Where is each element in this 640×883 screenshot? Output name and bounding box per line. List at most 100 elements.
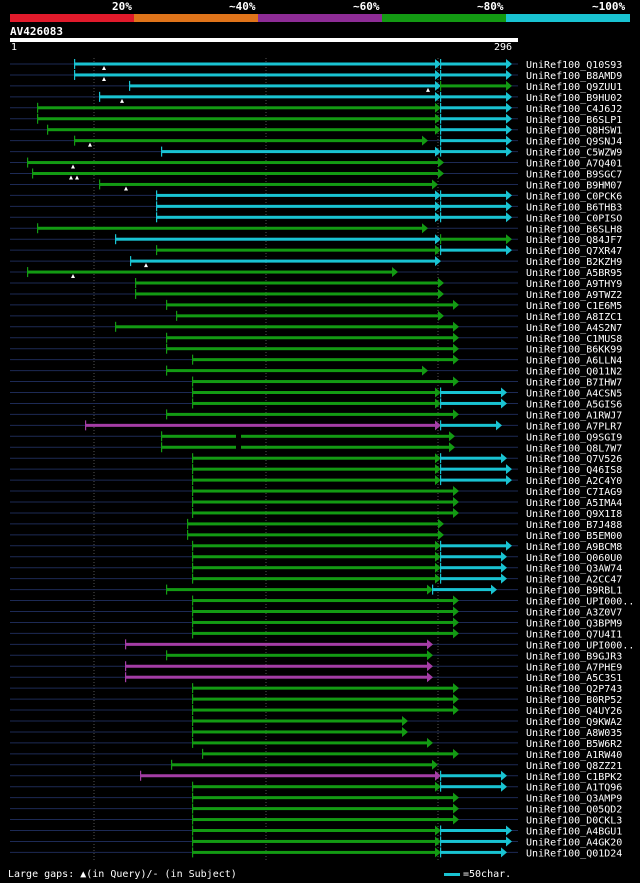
hit-label[interactable]: UniRef100_Q05QD2 [526,805,622,816]
hit-label[interactable]: UniRef100_C1BPK2 [526,772,622,783]
hit-row[interactable]: UniRef100_B9SGC7 [10,168,622,181]
hit-label[interactable]: UniRef100_Q46IS8 [526,465,622,476]
hit-row[interactable]: UniRef100_C0PCK6 [10,190,622,202]
hit-label[interactable]: UniRef100_Q3AMP9 [526,794,622,805]
hit-label[interactable]: UniRef100_B9GJR3 [526,651,622,662]
hit-row[interactable]: UniRef100_B7J488 [10,518,622,531]
hit-row[interactable]: UniRef100_C5WZW9 [10,146,622,159]
hit-row[interactable]: UniRef100_Q84JF7 [10,234,622,246]
hit-label[interactable]: UniRef100_Q9ZUU1 [526,82,622,93]
hit-row[interactable]: UniRef100_A8W035 [10,726,622,739]
hit-label[interactable]: UniRef100_Q7U4I1 [526,629,622,640]
hit-label[interactable]: UniRef100_C5WZW9 [526,148,622,159]
hit-row[interactable]: UniRef100_A1RW40 [10,748,622,761]
hit-row[interactable]: UniRef100_B6KK99 [10,343,622,356]
hit-row[interactable]: UniRef100_A9TWZ2 [10,288,622,301]
hit-label[interactable]: UniRef100_Q01D24 [526,848,622,859]
hit-label[interactable]: UniRef100_B0RP52 [526,695,622,706]
hit-row[interactable]: UniRef100_Q9SGI9 [10,431,622,443]
hit-label[interactable]: UniRef100_Q9KWA2 [526,717,622,728]
hit-label[interactable]: UniRef100_Q9SGI9 [526,432,622,443]
hit-label[interactable]: UniRef100_B5EM00 [526,531,622,542]
hit-label[interactable]: UniRef100_Q3AW74 [526,564,622,575]
hit-label[interactable]: UniRef100_B9RBL1 [526,586,622,597]
hit-label[interactable]: UniRef100_B9HU02 [526,93,622,104]
hit-row[interactable]: UniRef100_A5BR95 [10,267,622,279]
hit-row[interactable]: UniRef100_UPI000.. [10,639,634,651]
hit-row[interactable]: UniRef100_A5GIS6 [10,398,622,410]
hit-row[interactable]: UniRef100_B8AMD9 [10,69,622,82]
hit-row[interactable]: UniRef100_Q3AW74 [10,562,622,575]
hit-label[interactable]: UniRef100_A8IZC1 [526,312,622,323]
hit-row[interactable]: UniRef100_B6SLH8 [10,223,622,235]
hit-label[interactable]: UniRef100_A4CSN5 [526,389,622,400]
hit-label[interactable]: UniRef100_B8AMD9 [526,71,622,82]
hit-row[interactable]: UniRef100_UPI000.. [10,595,634,608]
hit-row[interactable]: UniRef100_Q7V526 [10,453,622,465]
hit-label[interactable]: UniRef100_Q4UY26 [526,706,622,717]
hit-row[interactable]: UniRef100_C1BPK2 [10,770,622,783]
hit-label[interactable]: UniRef100_C1E6M5 [526,301,622,312]
hit-label[interactable]: UniRef100_Q8ZZ21 [526,761,622,772]
hit-label[interactable]: UniRef100_Q7V526 [526,454,622,465]
hit-row[interactable]: UniRef100_A1TQ96 [10,781,622,794]
hit-label[interactable]: UniRef100_UPI000.. [526,597,634,608]
hit-label[interactable]: UniRef100_A4BGU1 [526,827,622,838]
hit-row[interactable]: UniRef100_B9RBL1 [10,584,622,597]
hit-label[interactable]: UniRef100_Q10S93 [526,60,622,71]
hit-row[interactable]: UniRef100_B6THB3 [10,201,622,213]
hit-label[interactable]: UniRef100_B6KK99 [526,345,622,356]
hit-row[interactable]: UniRef100_A4S2N7 [10,321,622,334]
hit-label[interactable]: UniRef100_A3Z0V7 [526,608,622,619]
hit-label[interactable]: UniRef100_A5IMA4 [526,498,622,509]
hit-label[interactable]: UniRef100_A9BCM8 [526,542,622,553]
hit-label[interactable]: UniRef100_Q2P743 [526,684,622,695]
hit-label[interactable]: UniRef100_B6SLP1 [526,115,622,126]
hit-row[interactable]: UniRef100_Q9ZUU1 [10,80,622,93]
hit-label[interactable]: UniRef100_A2CC47 [526,575,622,586]
hit-label[interactable]: UniRef100_A1RW40 [526,750,622,761]
hit-label[interactable]: UniRef100_C0PISO [526,213,622,224]
hit-row[interactable]: UniRef100_Q3BPM9 [10,617,622,629]
hit-label[interactable]: UniRef100_A5BR95 [526,268,622,279]
hit-row[interactable]: UniRef100_A4GK20 [10,836,622,848]
hit-label[interactable]: UniRef100_D0CKL3 [526,816,622,827]
hit-label[interactable]: UniRef100_B6THB3 [526,202,622,213]
hit-row[interactable]: UniRef100_B9HM07 [10,179,622,191]
hit-label[interactable]: UniRef100_A2C4Y0 [526,476,622,487]
hit-label[interactable]: UniRef100_B6SLH8 [526,224,622,235]
hit-row[interactable]: UniRef100_Q9X1I8 [10,507,622,520]
hit-label[interactable]: UniRef100_Q8L7W7 [526,443,622,454]
hit-label[interactable]: UniRef100_Q060U0 [526,553,622,564]
hit-label[interactable]: UniRef100_A1TQ96 [526,783,622,794]
hit-row[interactable]: UniRef100_A3Z0V7 [10,606,622,619]
hit-row[interactable]: UniRef100_Q8L7W7 [10,442,622,454]
hit-label[interactable]: UniRef100_B7J488 [526,520,622,531]
hit-label[interactable]: UniRef100_A9TWZ2 [526,290,622,301]
hit-row[interactable]: UniRef100_B6SLP1 [10,113,622,126]
hit-label[interactable]: UniRef100_C4J6J2 [526,104,622,115]
hit-row[interactable]: UniRef100_A2C4Y0 [10,475,622,487]
hit-row[interactable]: UniRef100_Q8ZZ21 [10,759,622,772]
hit-row[interactable]: UniRef100_Q01D24 [10,847,622,859]
hit-label[interactable]: UniRef100_UPI000.. [526,640,634,651]
hit-label[interactable]: UniRef100_A6LLN4 [526,356,622,367]
hit-label[interactable]: UniRef100_A1RWJ7 [526,410,622,421]
hit-row[interactable]: UniRef100_Q060U0 [10,551,622,564]
hit-label[interactable]: UniRef100_C0PCK6 [526,191,622,202]
hit-row[interactable]: UniRef100_Q05QD2 [10,803,622,816]
hit-label[interactable]: UniRef100_A9THY9 [526,279,622,290]
hit-row[interactable]: UniRef100_Q9SNJ4 [10,135,622,148]
hit-row[interactable]: UniRef100_A5IMA4 [10,497,622,509]
hit-row[interactable]: UniRef100_C1E6M5 [10,299,622,312]
hit-row[interactable]: UniRef100_B2KZH9 [10,256,622,268]
hit-label[interactable]: UniRef100_A4GK20 [526,837,622,848]
hit-label[interactable]: UniRef100_Q84JF7 [526,235,622,246]
hit-row[interactable]: UniRef100_A8IZC1 [10,310,622,323]
hit-row[interactable]: UniRef100_B5W6R2 [10,737,622,750]
hit-row[interactable]: UniRef100_B5EM00 [10,529,622,542]
hit-label[interactable]: UniRef100_B9HM07 [526,180,622,191]
hit-row[interactable]: UniRef100_Q46IS8 [10,464,622,476]
hit-row[interactable]: UniRef100_Q10S93 [10,59,622,71]
hit-label[interactable]: UniRef100_A4S2N7 [526,323,622,334]
